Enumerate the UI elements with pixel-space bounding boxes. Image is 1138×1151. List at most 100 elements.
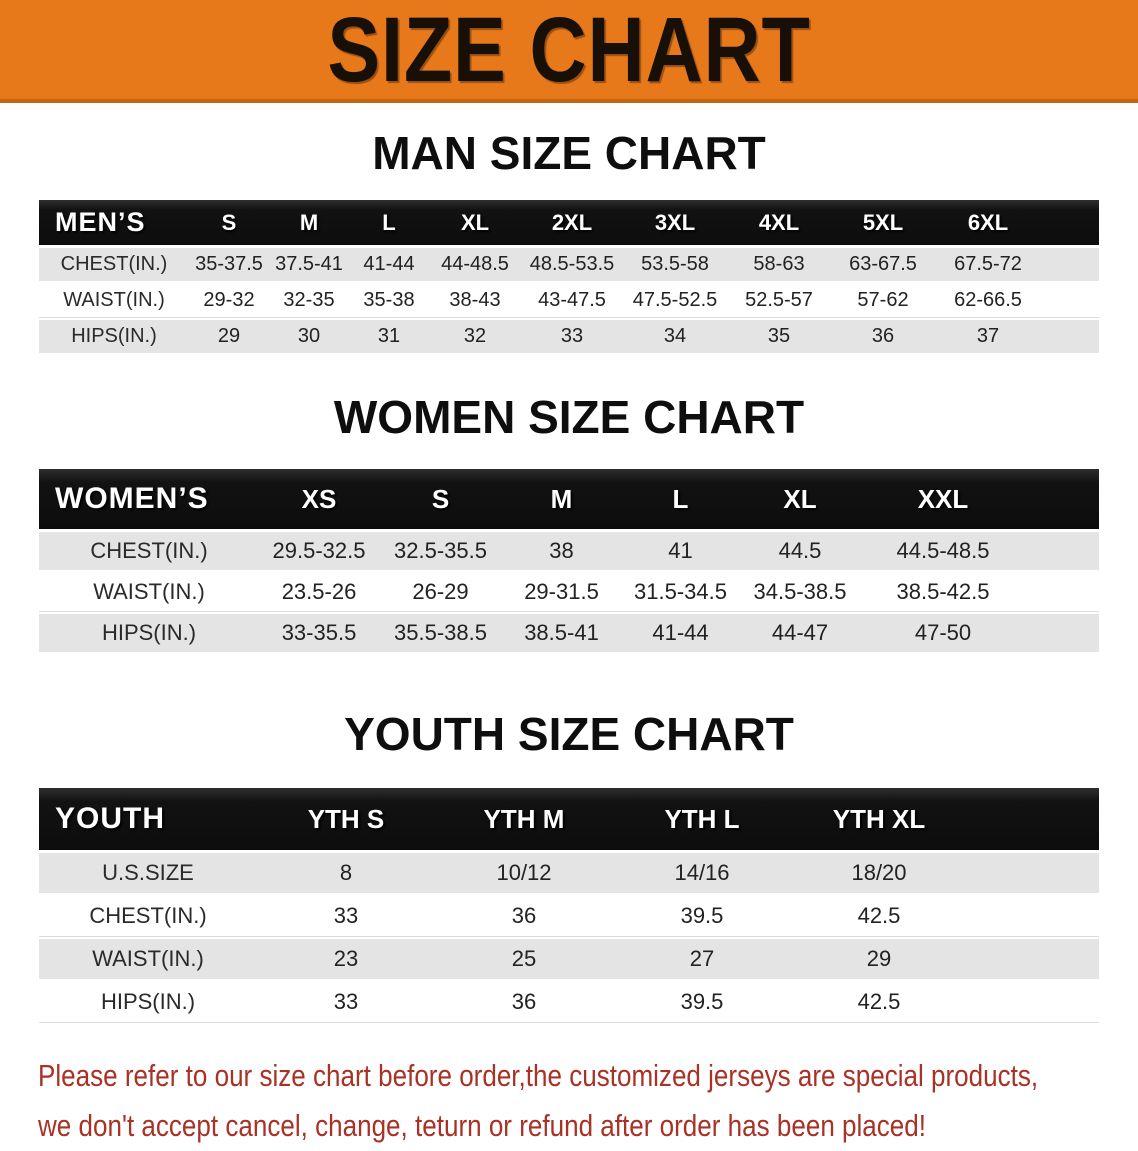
size-value: 43-47.5 <box>521 284 623 317</box>
table-row: CHEST(IN.) 33 36 39.5 42.5 <box>39 896 1099 936</box>
size-value: 39.5 <box>613 982 791 1022</box>
size-value: 38.5-41 <box>502 614 621 652</box>
womens-section: WOMEN SIZE CHART WOMEN’S XS S M L XL XXL… <box>0 394 1138 655</box>
mens-corner-label: MEN’S <box>39 200 189 245</box>
column-header: YTH S <box>257 788 435 850</box>
size-value: 44-47 <box>740 614 860 652</box>
youth-heading: YOUTH SIZE CHART <box>344 708 794 760</box>
column-header: XXL <box>860 469 1099 529</box>
size-value: 29 <box>189 320 269 353</box>
column-header: YTH M <box>435 788 613 850</box>
disclaimer-line-2: we don't accept cancel, change, teturn o… <box>38 1108 927 1144</box>
size-value: 33 <box>257 896 435 936</box>
table-row: WAIST(IN.) 29-32 32-35 35-38 38-43 43-47… <box>39 284 1099 317</box>
table-row: HIPS(IN.) 33 36 39.5 42.5 <box>39 982 1099 1022</box>
size-value: 42.5 <box>791 896 1099 936</box>
size-value: 52.5-57 <box>727 284 831 317</box>
row-label: CHEST(IN.) <box>39 532 259 570</box>
size-value: 32.5-35.5 <box>379 532 502 570</box>
size-value: 39.5 <box>613 896 791 936</box>
size-value: 18/20 <box>791 853 1099 893</box>
size-value: 33-35.5 <box>259 614 379 652</box>
size-value: 44-48.5 <box>429 248 521 281</box>
size-value: 58-63 <box>727 248 831 281</box>
column-header: 6XL <box>935 200 1099 245</box>
size-value: 35.5-38.5 <box>379 614 502 652</box>
youth-corner-label: YOUTH <box>39 788 257 850</box>
banner-title: SIZE CHART <box>327 0 811 101</box>
column-header: 4XL <box>727 200 831 245</box>
size-value: 36 <box>831 320 935 353</box>
size-value: 38-43 <box>429 284 521 317</box>
size-value: 57-62 <box>831 284 935 317</box>
size-value: 36 <box>435 896 613 936</box>
table-row: CHEST(IN.) 29.5-32.5 32.5-35.5 38 41 44.… <box>39 532 1099 570</box>
size-value: 47-50 <box>860 614 1099 652</box>
size-value: 41 <box>621 532 740 570</box>
size-value: 41-44 <box>621 614 740 652</box>
size-value: 38 <box>502 532 621 570</box>
column-header: YTH L <box>613 788 791 850</box>
size-value: 8 <box>257 853 435 893</box>
row-label: HIPS(IN.) <box>39 982 257 1022</box>
table-row: CHEST(IN.) 35-37.5 37.5-41 41-44 44-48.5… <box>39 248 1099 281</box>
size-value: 44.5 <box>740 532 860 570</box>
row-label: U.S.SIZE <box>39 853 257 893</box>
size-value: 33 <box>257 982 435 1022</box>
size-value: 35 <box>727 320 831 353</box>
size-value: 44.5-48.5 <box>860 532 1099 570</box>
size-value: 33 <box>521 320 623 353</box>
table-row: HIPS(IN.) 33-35.5 35.5-38.5 38.5-41 41-4… <box>39 614 1099 652</box>
size-value: 35-37.5 <box>189 248 269 281</box>
column-header: S <box>379 469 502 529</box>
womens-heading: WOMEN SIZE CHART <box>333 391 805 443</box>
size-value: 47.5-52.5 <box>623 284 727 317</box>
youth-header-row: YOUTH YTH S YTH M YTH L YTH XL <box>39 788 1099 850</box>
size-value: 41-44 <box>349 248 429 281</box>
disclaimer: Please refer to our size chart before or… <box>38 1051 1138 1151</box>
size-value: 25 <box>435 939 613 979</box>
row-label: WAIST(IN.) <box>39 573 259 611</box>
column-header: 5XL <box>831 200 935 245</box>
size-value: 62-66.5 <box>935 284 1099 317</box>
row-label: HIPS(IN.) <box>39 320 189 353</box>
size-value: 32 <box>429 320 521 353</box>
column-header: M <box>269 200 349 245</box>
youth-section: YOUTH SIZE CHART YOUTH YTH S YTH M YTH L… <box>0 711 1138 1025</box>
disclaimer-line-1: Please refer to our size chart before or… <box>38 1058 1039 1093</box>
size-value: 29.5-32.5 <box>259 532 379 570</box>
row-label: HIPS(IN.) <box>39 614 259 652</box>
table-row: U.S.SIZE 8 10/12 14/16 18/20 <box>39 853 1099 893</box>
size-value: 23 <box>257 939 435 979</box>
size-value: 48.5-53.5 <box>521 248 623 281</box>
size-value: 35-38 <box>349 284 429 317</box>
size-value: 29-31.5 <box>502 573 621 611</box>
size-value: 29 <box>791 939 1099 979</box>
size-value: 23.5-26 <box>259 573 379 611</box>
size-value: 29-32 <box>189 284 269 317</box>
size-value: 37 <box>935 320 1099 353</box>
mens-heading: MAN SIZE CHART <box>372 127 766 179</box>
youth-table: YOUTH YTH S YTH M YTH L YTH XL U.S.SIZE … <box>39 785 1099 1025</box>
size-value: 53.5-58 <box>623 248 727 281</box>
table-row: WAIST(IN.) 23.5-26 26-29 29-31.5 31.5-34… <box>39 573 1099 611</box>
size-value: 67.5-72 <box>935 248 1099 281</box>
size-value: 37.5-41 <box>269 248 349 281</box>
womens-header-row: WOMEN’S XS S M L XL XXL <box>39 469 1099 529</box>
column-header: XL <box>740 469 860 529</box>
table-row: HIPS(IN.) 29 30 31 32 33 34 35 36 37 <box>39 320 1099 353</box>
size-value: 34 <box>623 320 727 353</box>
mens-header-row: MEN’S S M L XL 2XL 3XL 4XL 5XL 6XL <box>39 200 1099 245</box>
size-value: 42.5 <box>791 982 1099 1022</box>
womens-corner-label: WOMEN’S <box>39 469 259 529</box>
size-value: 30 <box>269 320 349 353</box>
mens-table: MEN’S S M L XL 2XL 3XL 4XL 5XL 6XL CHEST… <box>39 197 1099 356</box>
column-header: L <box>349 200 429 245</box>
row-label: CHEST(IN.) <box>39 896 257 936</box>
column-header: YTH XL <box>791 788 1099 850</box>
column-header: S <box>189 200 269 245</box>
column-header: 3XL <box>623 200 727 245</box>
size-value: 38.5-42.5 <box>860 573 1099 611</box>
womens-table: WOMEN’S XS S M L XL XXL CHEST(IN.) 29.5-… <box>39 466 1099 655</box>
size-value: 32-35 <box>269 284 349 317</box>
